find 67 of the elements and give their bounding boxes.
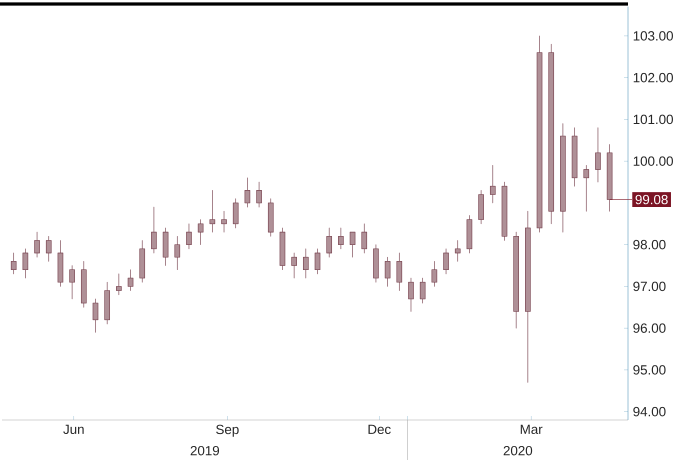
candlestick bbox=[69, 265, 75, 300]
y-tick-label: 95.00 bbox=[633, 365, 666, 375]
candlestick bbox=[490, 164, 496, 204]
candlestick bbox=[560, 123, 566, 232]
y-tick-label: 94.00 bbox=[633, 406, 666, 416]
y-tick-label: 96.00 bbox=[633, 323, 666, 333]
candlestick bbox=[34, 232, 40, 258]
y-tick-label: 103.00 bbox=[634, 31, 673, 41]
candlestick bbox=[373, 244, 379, 283]
candlestick bbox=[513, 232, 519, 328]
candlestick bbox=[396, 252, 402, 291]
candlestick bbox=[302, 248, 309, 278]
candlestick bbox=[116, 274, 122, 296]
candlestick bbox=[338, 228, 344, 250]
candlestick bbox=[174, 236, 180, 270]
candlestick bbox=[350, 232, 356, 258]
candlestick bbox=[454, 240, 461, 262]
candlestick bbox=[128, 269, 134, 291]
candlestick bbox=[92, 298, 98, 333]
candlestick bbox=[221, 210, 227, 232]
candlestick bbox=[525, 210, 531, 383]
candlestick bbox=[384, 256, 390, 287]
candlestick bbox=[443, 248, 449, 274]
candlestick bbox=[314, 248, 320, 274]
x-tick-label: Sep bbox=[216, 424, 239, 437]
candlestick bbox=[268, 198, 274, 237]
candlestick bbox=[46, 236, 52, 262]
candlestick bbox=[244, 178, 250, 208]
y-tick-label: 101.00 bbox=[634, 114, 673, 124]
text: 2019 bbox=[190, 446, 220, 456]
candlestick bbox=[408, 278, 414, 312]
candlestick bbox=[291, 252, 297, 278]
candlestick bbox=[22, 248, 28, 278]
candlestick bbox=[466, 215, 472, 254]
candlestick bbox=[280, 228, 286, 270]
candlestick bbox=[104, 282, 110, 324]
candlestick bbox=[502, 182, 508, 241]
candlestick bbox=[186, 223, 192, 250]
candlestick bbox=[420, 278, 426, 304]
candlestick bbox=[80, 261, 87, 308]
annotation: 99.08 bbox=[636, 194, 668, 204]
candlestick bbox=[432, 261, 438, 287]
x-tick-label: Jun bbox=[63, 424, 84, 434]
text: 2020 bbox=[504, 446, 532, 456]
x-tick-label: Mar bbox=[520, 424, 542, 434]
y-tick-label: 98.00 bbox=[633, 240, 666, 250]
y-tick-label: 97.00 bbox=[633, 282, 666, 292]
candlestick bbox=[232, 198, 239, 228]
candlestick bbox=[595, 127, 601, 182]
candlestick bbox=[361, 223, 368, 254]
candlestick bbox=[139, 240, 146, 283]
y-tick-label: 100.00 bbox=[634, 156, 673, 166]
candlestick bbox=[572, 127, 578, 187]
candlestick bbox=[326, 228, 332, 258]
candlestick bbox=[256, 182, 262, 208]
candlestick bbox=[548, 44, 554, 224]
candlestick bbox=[536, 36, 542, 232]
candlestick bbox=[198, 219, 204, 245]
candlestick bbox=[606, 144, 612, 212]
candlestick bbox=[162, 228, 168, 266]
candlestick bbox=[58, 240, 64, 287]
candlestick bbox=[151, 206, 157, 254]
candlestick bbox=[478, 190, 484, 224]
y-tick-label: 102.00 bbox=[634, 72, 673, 82]
candlestick bbox=[10, 252, 17, 274]
candlestick bbox=[583, 164, 590, 212]
x-tick-label: Dec bbox=[368, 424, 391, 434]
